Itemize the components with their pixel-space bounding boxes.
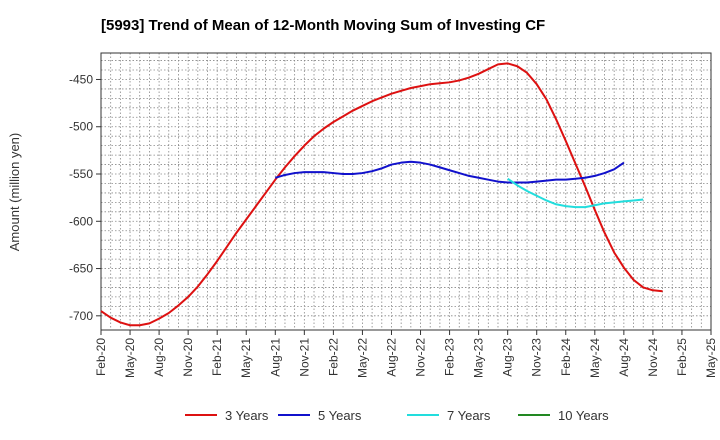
- y-tick-label: -550: [69, 167, 93, 181]
- y-axis: -450 -500 -550 -600 -650 -700: [69, 72, 101, 323]
- x-tick-label: May-24: [588, 338, 602, 378]
- series-line-7-years: [507, 177, 644, 209]
- legend-label: 7 Years: [447, 408, 491, 423]
- x-tick-label: Aug-24: [617, 338, 631, 377]
- x-tick-label: Nov-22: [414, 338, 428, 377]
- x-axis: Feb-20 May-20 Aug-20 Nov-20 Feb-21 May-21 Aug-…: [94, 330, 718, 378]
- y-tick-label: -650: [69, 262, 93, 276]
- plot-area: [101, 53, 711, 330]
- x-tick-label: Feb-21: [210, 338, 224, 376]
- x-tick-label: Feb-22: [326, 338, 340, 376]
- legend-label: 5 Years: [318, 408, 362, 423]
- x-tick-label: Feb-20: [94, 338, 108, 376]
- x-tick-label: Nov-21: [297, 338, 311, 377]
- x-tick-label: Aug-22: [384, 338, 398, 377]
- x-tick-label: May-21: [239, 338, 253, 378]
- x-tick-label: May-25: [704, 338, 718, 378]
- x-tick-label: Feb-25: [675, 338, 689, 376]
- y-tick-label: -700: [69, 309, 93, 323]
- gridlines: [101, 53, 711, 330]
- legend-label: 3 Years: [225, 408, 269, 423]
- y-axis-label: Amount (million yen): [7, 133, 22, 252]
- x-tick-label: May-23: [472, 338, 486, 378]
- y-tick-label: -450: [69, 72, 93, 86]
- series-line-3-years: [100, 62, 663, 327]
- x-tick-label: Nov-23: [530, 338, 544, 377]
- x-tick-label: Nov-20: [181, 338, 195, 377]
- chart-title: [5993] Trend of Mean of 12-Month Moving …: [101, 17, 545, 34]
- x-tick-label: Feb-24: [559, 338, 573, 376]
- x-tick-label: Aug-21: [268, 338, 282, 377]
- plot-frame: [100, 52, 712, 331]
- y-tick-label: -500: [69, 120, 93, 134]
- x-tick-label: Aug-23: [501, 338, 515, 377]
- legend: 3 Years 5 Years 7 Years 10 Years: [185, 408, 609, 423]
- x-tick-label: Aug-20: [152, 338, 166, 377]
- x-tick-label: May-22: [355, 338, 369, 378]
- y-tick-label: -600: [69, 214, 93, 228]
- x-tick-label: May-20: [123, 338, 137, 378]
- x-tick-label: Feb-23: [443, 338, 457, 376]
- legend-label: 10 Years: [558, 408, 609, 423]
- x-tick-label: Nov-24: [646, 338, 660, 377]
- series-lines: [100, 62, 663, 327]
- series-line-5-years: [275, 160, 625, 184]
